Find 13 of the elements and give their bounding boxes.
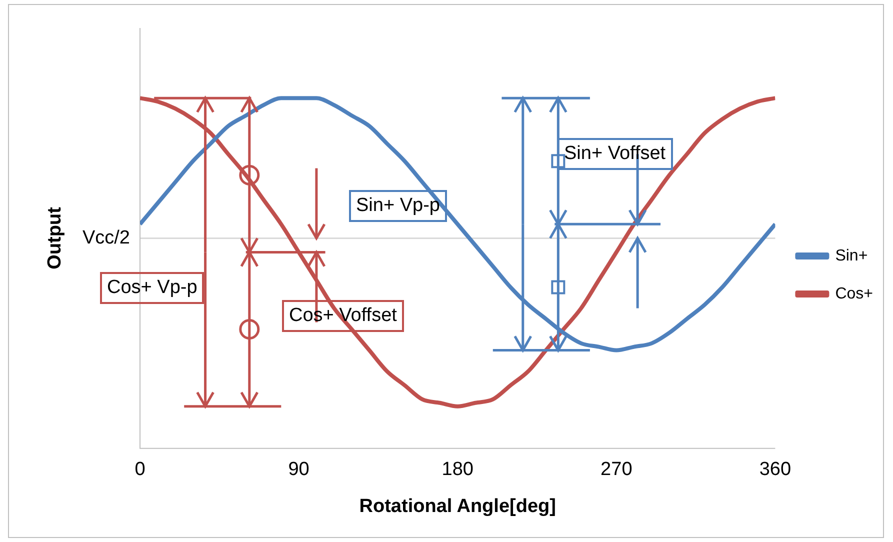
x-tick-label: 270	[600, 459, 632, 480]
annotation: Sin+ Vp-p	[349, 190, 447, 222]
annotation: Sin+ Voffset	[557, 138, 673, 170]
annotation: Cos+ Vp-p	[100, 272, 204, 304]
y-axis-title: Output	[44, 206, 66, 270]
ref-line-label: Vcc/2	[82, 227, 130, 248]
x-tick-label: 180	[442, 459, 474, 480]
x-tick-label: 0	[134, 459, 146, 480]
x-tick-label: 90	[288, 459, 310, 480]
x-tick-label: 360	[759, 459, 792, 480]
x-axis-title: Rotational Angle[deg]	[359, 496, 556, 517]
legend-label: Cos+	[835, 285, 873, 302]
legend-label: Sin+	[835, 247, 868, 264]
